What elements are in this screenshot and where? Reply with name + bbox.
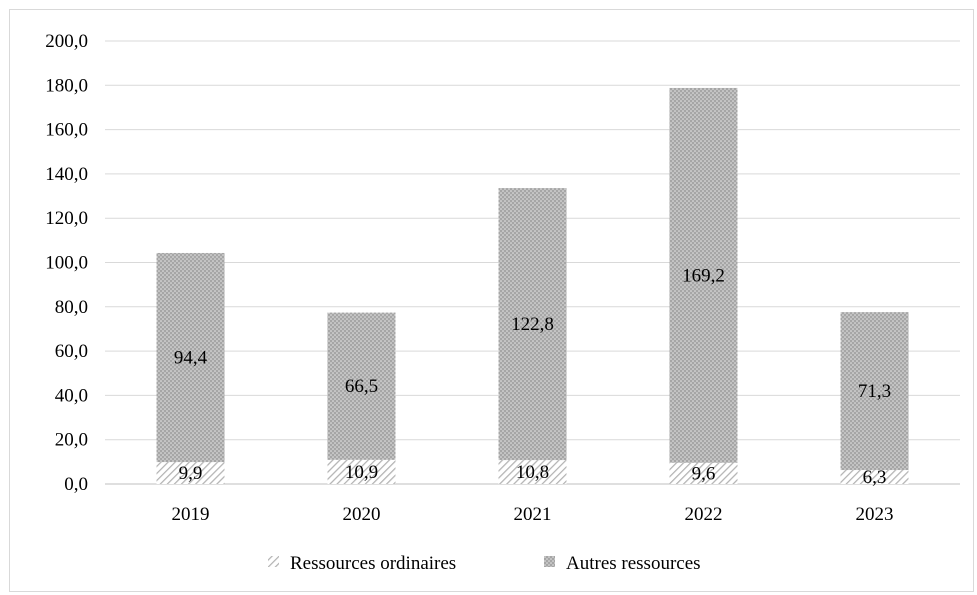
legend: Ressources ordinaires Autres ressources (268, 553, 701, 574)
data-label: 9,6 (692, 463, 716, 484)
bar-segment-autres-ressources (669, 87, 738, 463)
y-tick-label: 100,0 (45, 253, 88, 274)
legend-label-autres-ressources: Autres ressources (566, 553, 701, 574)
y-tick-label: 60,0 (55, 341, 88, 362)
gridlines (105, 40, 960, 485)
bar-segment-ressources-ordinaires (327, 459, 396, 484)
data-label: 122,8 (511, 314, 554, 335)
data-label: 66,5 (345, 376, 378, 397)
data-label: 94,4 (174, 348, 208, 369)
y-tick-label: 0,0 (64, 474, 88, 495)
bar-segment-ressources-ordinaires (840, 470, 909, 484)
legend-swatch-ressources-ordinaires (268, 556, 279, 567)
data-label: 6,3 (863, 467, 887, 488)
y-tick-label: 180,0 (45, 75, 88, 96)
bar-segment-ressources-ordinaires (498, 460, 567, 484)
bar-segment-autres-ressources (840, 312, 909, 471)
bar-segment-autres-ressources (327, 312, 396, 460)
y-tick-label: 160,0 (45, 120, 88, 141)
y-tick-label: 140,0 (45, 164, 88, 185)
y-tick-label: 20,0 (55, 430, 88, 451)
y-tick-label: 40,0 (55, 385, 88, 406)
legend-label-ressources-ordinaires: Ressources ordinaires (290, 553, 456, 574)
bars: 9,9 94,4 10,9 66,5 10,8 122,8 9,6 169,2 6,3 71,3 (156, 87, 909, 488)
x-tick-label: 2022 (685, 504, 723, 525)
data-label: 71,3 (858, 381, 891, 402)
data-label: 10,8 (516, 462, 549, 483)
x-tick-label: 2019 (172, 504, 210, 525)
x-axis-ticks: 2019 2020 2021 2022 2023 (172, 504, 894, 525)
y-axis-ticks: 0,0 20,0 40,0 60,0 80,0 100,0 120,0 140,0 160,0 1… (45, 31, 88, 495)
data-label: 10,9 (345, 462, 378, 483)
bar-segment-ressources-ordinaires (669, 462, 738, 484)
data-label: 9,9 (179, 463, 203, 484)
bar-segment-autres-ressources (498, 188, 567, 461)
data-label: 169,2 (682, 265, 725, 286)
y-tick-label: 200,0 (45, 31, 88, 52)
x-tick-label: 2021 (514, 504, 552, 525)
y-tick-label: 120,0 (45, 208, 88, 229)
x-tick-label: 2023 (856, 504, 894, 525)
x-tick-label: 2020 (343, 504, 381, 525)
bar-segment-ressources-ordinaires (156, 462, 225, 484)
legend-swatch-autres-ressources (544, 556, 555, 567)
y-tick-label: 80,0 (55, 297, 88, 318)
bar-segment-autres-ressources (156, 252, 225, 463)
